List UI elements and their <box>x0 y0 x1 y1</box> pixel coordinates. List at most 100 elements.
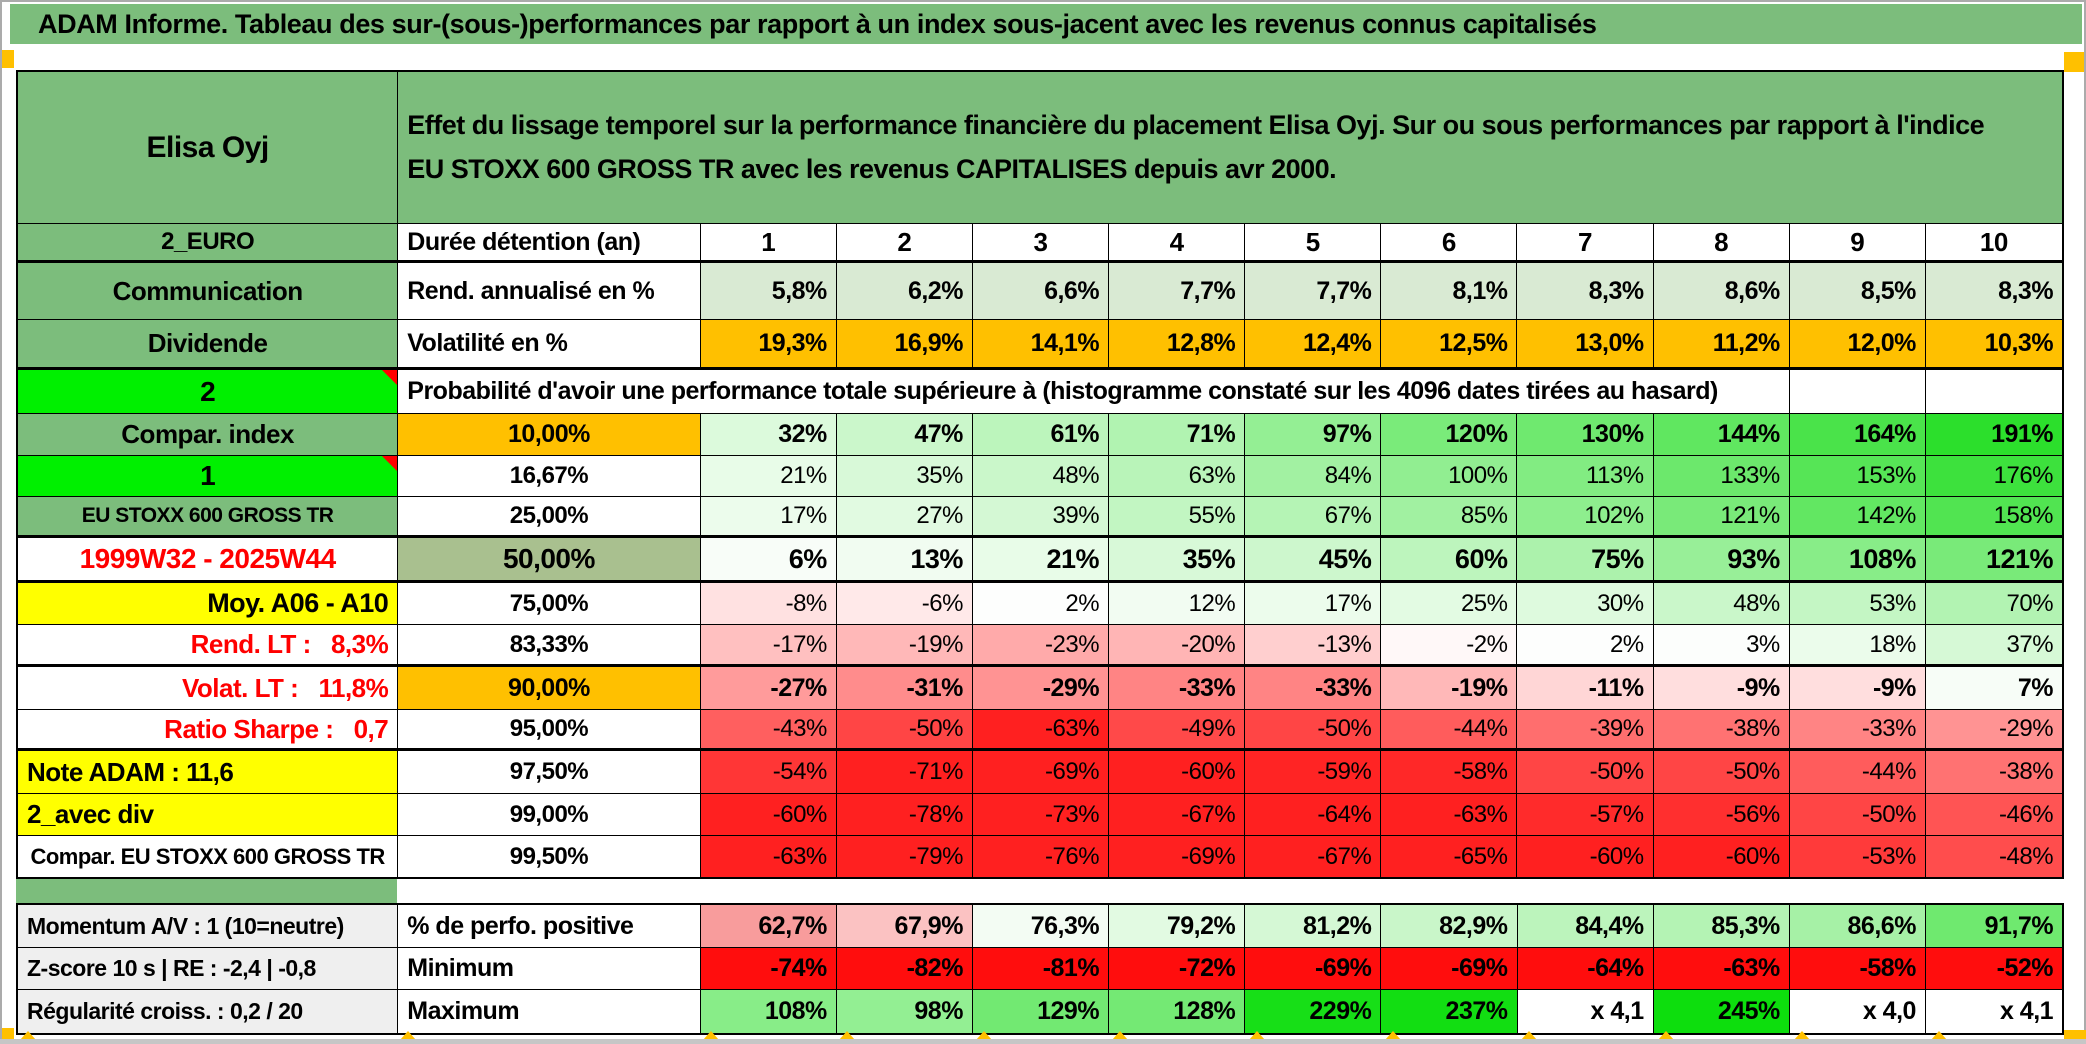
row-p975-value-2[interactable]: -71% <box>836 751 973 794</box>
row-p16-sublabel[interactable]: 16,67% <box>398 456 701 497</box>
row-p75-label[interactable]: Moy. A06 - A10 <box>18 583 399 625</box>
row-p25-value-4[interactable]: 55% <box>1109 497 1246 538</box>
row-p50-value-3[interactable]: 21% <box>972 538 1110 583</box>
row-p995-sublabel[interactable]: 99,50% <box>398 836 701 877</box>
row-p995-value-8[interactable]: -60% <box>1653 836 1790 877</box>
row-p975-sublabel[interactable]: 97,50% <box>398 751 701 794</box>
row-p95-value-3[interactable]: -63% <box>972 710 1110 751</box>
row-volatility-value-6[interactable]: 12,5% <box>1381 320 1518 370</box>
row-p50-sublabel[interactable]: 50,00% <box>398 538 701 583</box>
row-p25-value-2[interactable]: 27% <box>836 497 973 538</box>
row-annualized-return-value-9[interactable]: 8,5% <box>1789 263 1926 320</box>
row-p83-value-2[interactable]: -19% <box>836 625 973 667</box>
row-positive-value-3[interactable]: 76,3% <box>972 905 1110 948</box>
row-p83-label[interactable]: Rend. LT : 8,3% <box>18 625 399 667</box>
row-p75-value-5[interactable]: 17% <box>1245 583 1382 625</box>
row-p10-sublabel[interactable]: 10,00% <box>398 414 701 456</box>
row-p995-value-4[interactable]: -69% <box>1109 836 1246 877</box>
row-maximum-value-3[interactable]: 129% <box>972 990 1110 1033</box>
row-p99-value-10[interactable]: -46% <box>1925 794 2063 836</box>
row-p83-value-10[interactable]: 37% <box>1925 625 2063 667</box>
row-p95-value-9[interactable]: -33% <box>1789 710 1926 751</box>
row-duration-value-5[interactable]: 5 <box>1245 224 1382 263</box>
row-p95-sublabel[interactable]: 95,00% <box>398 710 701 751</box>
row-minimum-value-1[interactable]: -74% <box>700 948 837 990</box>
row-duration-sublabel[interactable]: Durée détention (an) <box>398 224 701 263</box>
row-p90-value-9[interactable]: -9% <box>1789 667 1926 710</box>
row-p995-value-2[interactable]: -79% <box>836 836 973 877</box>
row-p995-value-9[interactable]: -53% <box>1789 836 1926 877</box>
row-minimum-value-3[interactable]: -81% <box>972 948 1110 990</box>
row-p25-value-9[interactable]: 142% <box>1789 497 1926 538</box>
row-minimum-value-9[interactable]: -58% <box>1789 948 1926 990</box>
row-p99-value-6[interactable]: -63% <box>1381 794 1518 836</box>
row-p10-value-3[interactable]: 61% <box>972 414 1110 456</box>
row-p75-value-7[interactable]: 30% <box>1517 583 1654 625</box>
row-p10-value-6[interactable]: 120% <box>1381 414 1518 456</box>
row-p75-value-2[interactable]: -6% <box>836 583 973 625</box>
row-p75-sublabel[interactable]: 75,00% <box>398 583 701 625</box>
row-p995-value-6[interactable]: -65% <box>1381 836 1518 877</box>
row-minimum-value-4[interactable]: -72% <box>1109 948 1246 990</box>
row-p99-value-5[interactable]: -64% <box>1245 794 1382 836</box>
row-p995-label[interactable]: Compar. EU STOXX 600 GROSS TR <box>18 836 399 877</box>
row-p50-label[interactable]: 1999W32 - 2025W44 <box>18 538 399 583</box>
row-p83-value-4[interactable]: -20% <box>1109 625 1246 667</box>
row-p25-value-6[interactable]: 85% <box>1381 497 1518 538</box>
row-duration-value-1[interactable]: 1 <box>700 224 837 263</box>
row-volatility-value-10[interactable]: 10,3% <box>1925 320 2063 370</box>
row-p995-value-7[interactable]: -60% <box>1517 836 1654 877</box>
row-p50-value-2[interactable]: 13% <box>836 538 973 583</box>
row-p90-value-10[interactable]: 7% <box>1925 667 2063 710</box>
row-minimum-value-10[interactable]: -52% <box>1925 948 2063 990</box>
row-duration-label[interactable]: 2_EURO <box>18 224 399 263</box>
row-p95-label[interactable]: Ratio Sharpe : 0,7 <box>18 710 399 751</box>
row-p10-value-1[interactable]: 32% <box>700 414 837 456</box>
row-p95-value-8[interactable]: -38% <box>1653 710 1790 751</box>
row-p99-value-2[interactable]: -78% <box>836 794 973 836</box>
row-p25-value-8[interactable]: 121% <box>1653 497 1790 538</box>
row-annualized-return-value-2[interactable]: 6,2% <box>836 263 973 320</box>
row-volatility-value-9[interactable]: 12,0% <box>1789 320 1926 370</box>
row-p83-sublabel[interactable]: 83,33% <box>398 625 701 667</box>
row-p10-value-10[interactable]: 191% <box>1925 414 2063 456</box>
row-p99-label[interactable]: 2_avec div <box>18 794 399 836</box>
row-duration-value-7[interactable]: 7 <box>1517 224 1654 263</box>
row-p95-value-4[interactable]: -49% <box>1109 710 1246 751</box>
row-annualized-return-value-1[interactable]: 5,8% <box>700 263 837 320</box>
row-p75-value-8[interactable]: 48% <box>1653 583 1790 625</box>
row-duration-value-8[interactable]: 8 <box>1653 224 1790 263</box>
row-p16-value-9[interactable]: 153% <box>1789 456 1926 497</box>
row-annualized-return-value-4[interactable]: 7,7% <box>1109 263 1246 320</box>
row-p50-value-10[interactable]: 121% <box>1925 538 2063 583</box>
row-p975-value-10[interactable]: -38% <box>1925 751 2063 794</box>
row-p75-value-9[interactable]: 53% <box>1789 583 1926 625</box>
row-volatility-sublabel[interactable]: Volatilité en % <box>398 320 701 370</box>
row-positive-value-6[interactable]: 82,9% <box>1381 905 1518 948</box>
row-p90-value-2[interactable]: -31% <box>836 667 973 710</box>
row-positive-value-7[interactable]: 84,4% <box>1517 905 1654 948</box>
row-p90-value-5[interactable]: -33% <box>1245 667 1382 710</box>
row-p975-value-6[interactable]: -58% <box>1381 751 1518 794</box>
row-p25-value-10[interactable]: 158% <box>1925 497 2063 538</box>
row-p90-value-3[interactable]: -29% <box>972 667 1110 710</box>
row-p50-value-5[interactable]: 45% <box>1245 538 1382 583</box>
row-p90-value-8[interactable]: -9% <box>1653 667 1790 710</box>
row-volatility-value-2[interactable]: 16,9% <box>836 320 973 370</box>
row-p99-value-1[interactable]: -60% <box>700 794 837 836</box>
row-p83-value-9[interactable]: 18% <box>1789 625 1926 667</box>
row-annualized-return-label[interactable]: Communication <box>18 263 399 320</box>
row-maximum-value-4[interactable]: 128% <box>1109 990 1246 1033</box>
row-p975-value-5[interactable]: -59% <box>1245 751 1382 794</box>
row-positive-value-2[interactable]: 67,9% <box>836 905 973 948</box>
row-p90-label[interactable]: Volat. LT : 11,8% <box>18 667 399 710</box>
row-volatility-value-4[interactable]: 12,8% <box>1109 320 1246 370</box>
row-annualized-return-value-8[interactable]: 8,6% <box>1653 263 1790 320</box>
row-annualized-return-value-10[interactable]: 8,3% <box>1925 263 2063 320</box>
row-volatility-value-5[interactable]: 12,4% <box>1245 320 1382 370</box>
row-p95-value-6[interactable]: -44% <box>1381 710 1518 751</box>
row-p25-value-3[interactable]: 39% <box>972 497 1110 538</box>
row-p16-value-2[interactable]: 35% <box>836 456 973 497</box>
row-p16-value-5[interactable]: 84% <box>1245 456 1382 497</box>
row-p90-value-6[interactable]: -19% <box>1381 667 1518 710</box>
